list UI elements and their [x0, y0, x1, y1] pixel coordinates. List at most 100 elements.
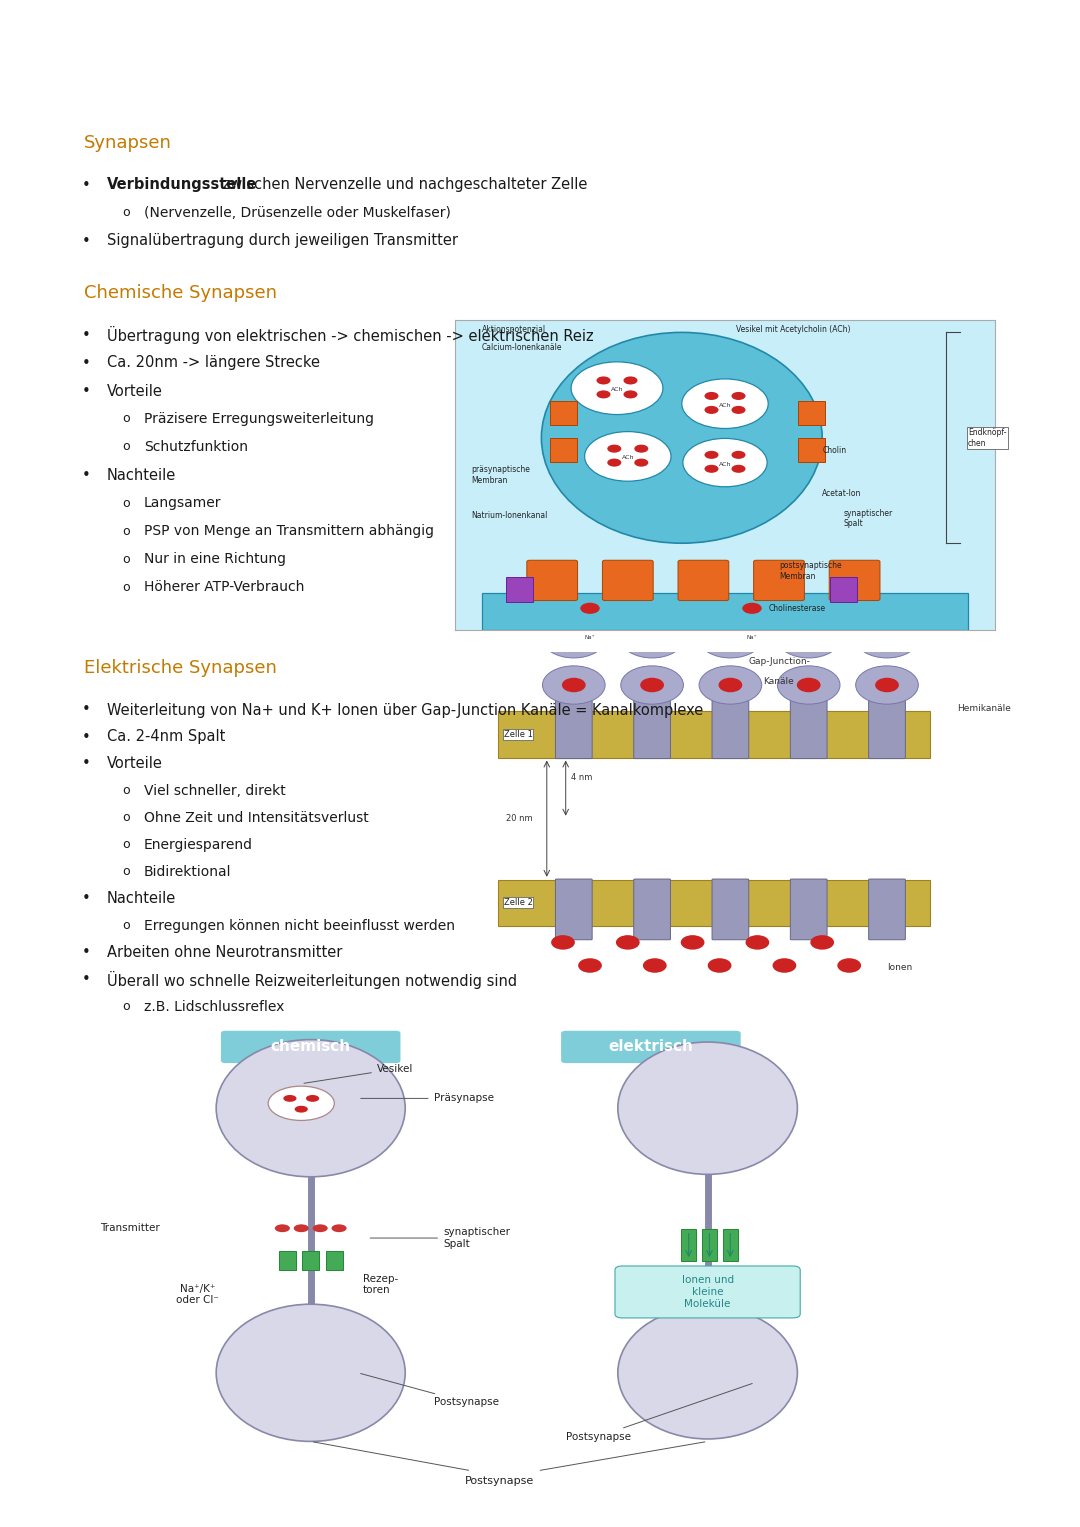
Text: Verbindungsstelle: Verbindungsstelle — [107, 177, 257, 192]
Text: Synapsen: Synapsen — [84, 134, 172, 151]
Text: •: • — [82, 730, 91, 745]
Text: elektrisch: elektrisch — [608, 1040, 693, 1055]
Text: Bidirektional: Bidirektional — [144, 864, 231, 880]
Circle shape — [623, 377, 637, 385]
Text: Nur in eine Richtung: Nur in eine Richtung — [144, 551, 286, 567]
Text: o: o — [122, 206, 130, 220]
Circle shape — [797, 632, 821, 646]
Text: Vesikel mit Acetylcholin (ACh): Vesikel mit Acetylcholin (ACh) — [735, 325, 850, 334]
FancyBboxPatch shape — [868, 698, 905, 759]
FancyBboxPatch shape — [221, 1031, 401, 1063]
Circle shape — [295, 1106, 308, 1113]
Text: Ionen: Ionen — [887, 964, 913, 973]
Text: Calcium-Ionenkanäle: Calcium-Ionenkanäle — [482, 344, 563, 353]
Ellipse shape — [618, 1307, 797, 1438]
Text: ACh: ACh — [611, 388, 623, 392]
Circle shape — [306, 1095, 320, 1102]
Circle shape — [837, 959, 861, 973]
Circle shape — [562, 678, 585, 692]
FancyBboxPatch shape — [634, 880, 671, 939]
Text: o: o — [122, 838, 130, 852]
Text: Präzisere Erregungsweiterleitung: Präzisere Erregungsweiterleitung — [144, 412, 374, 426]
Circle shape — [312, 1225, 327, 1232]
Circle shape — [640, 678, 664, 692]
Text: Präsynapse: Präsynapse — [361, 1093, 494, 1104]
FancyBboxPatch shape — [507, 577, 534, 602]
Text: Na⁺/K⁺
oder Cl⁻: Na⁺/K⁺ oder Cl⁻ — [176, 1284, 219, 1306]
Text: Cholinesterase: Cholinesterase — [768, 603, 825, 612]
Circle shape — [332, 1225, 347, 1232]
Text: o: o — [122, 1000, 130, 1014]
FancyBboxPatch shape — [634, 698, 671, 759]
Text: Ca. 2-4nm Spalt: Ca. 2-4nm Spalt — [107, 730, 226, 745]
Circle shape — [681, 379, 768, 429]
FancyBboxPatch shape — [550, 402, 577, 425]
Text: Übertragung von elektrischen -> chemischen -> elektrischen Reiz: Übertragung von elektrischen -> chemisch… — [107, 325, 594, 344]
Circle shape — [810, 935, 834, 950]
Ellipse shape — [216, 1304, 405, 1441]
Circle shape — [571, 362, 663, 414]
Text: (Nervenzelle, Drüsenzelle oder Muskelfaser): (Nervenzelle, Drüsenzelle oder Muskelfas… — [144, 206, 450, 220]
Circle shape — [283, 1095, 297, 1102]
Text: Na⁺: Na⁺ — [746, 635, 757, 640]
Circle shape — [778, 666, 840, 704]
FancyBboxPatch shape — [555, 880, 592, 939]
Text: •: • — [82, 467, 91, 483]
Text: Rezep-
toren: Rezep- toren — [363, 1274, 397, 1295]
FancyBboxPatch shape — [279, 1251, 296, 1270]
Circle shape — [731, 406, 745, 414]
Text: Hemikanäle: Hemikanäle — [957, 704, 1011, 713]
Text: ACh: ACh — [719, 403, 731, 408]
FancyBboxPatch shape — [868, 880, 905, 939]
Text: •: • — [82, 892, 91, 907]
Text: Postsynapse: Postsynapse — [566, 1383, 753, 1441]
Circle shape — [643, 959, 666, 973]
Text: Signalübertragung durch jeweiligen Transmitter: Signalübertragung durch jeweiligen Trans… — [107, 234, 458, 249]
Circle shape — [797, 678, 821, 692]
Circle shape — [596, 377, 610, 385]
Text: ACh: ACh — [622, 455, 634, 461]
Circle shape — [718, 632, 742, 646]
Text: Natrium-Ionenkanal: Natrium-Ionenkanal — [471, 512, 548, 519]
FancyBboxPatch shape — [798, 438, 825, 463]
Text: •: • — [82, 945, 91, 960]
Text: Überall wo schnelle Reizweiterleitungen notwendig sind: Überall wo schnelle Reizweiterleitungen … — [107, 971, 517, 989]
Text: •: • — [82, 356, 91, 371]
Text: Chemische Synapsen: Chemische Synapsen — [84, 284, 276, 302]
FancyBboxPatch shape — [326, 1251, 342, 1270]
Text: Ohne Zeit und Intensitätsverlust: Ohne Zeit und Intensitätsverlust — [144, 811, 368, 825]
FancyBboxPatch shape — [550, 438, 577, 463]
Text: o: o — [122, 785, 130, 797]
Circle shape — [621, 666, 684, 704]
Circle shape — [718, 678, 742, 692]
Text: Na⁺: Na⁺ — [584, 635, 595, 640]
Text: Nachteile: Nachteile — [107, 467, 176, 483]
Circle shape — [616, 935, 639, 950]
Circle shape — [562, 632, 585, 646]
Text: o: o — [122, 580, 130, 594]
Circle shape — [742, 603, 761, 614]
Text: Langsamer: Langsamer — [144, 496, 221, 510]
Text: Zelle 1: Zelle 1 — [503, 730, 532, 739]
Text: •: • — [82, 383, 91, 399]
Text: •: • — [82, 756, 91, 771]
Text: o: o — [122, 524, 130, 538]
Circle shape — [731, 450, 745, 460]
Text: Postsynapse: Postsynapse — [465, 1475, 535, 1486]
Text: •: • — [82, 702, 91, 718]
Text: •: • — [82, 234, 91, 249]
FancyBboxPatch shape — [562, 1031, 741, 1063]
Circle shape — [778, 620, 840, 658]
FancyBboxPatch shape — [678, 560, 729, 600]
Text: Endknöpf-
chen: Endknöpf- chen — [968, 428, 1007, 447]
Text: Höherer ATP-Verbrauch: Höherer ATP-Verbrauch — [144, 580, 305, 594]
Text: Schutzfunktion: Schutzfunktion — [144, 440, 248, 454]
Circle shape — [542, 666, 605, 704]
Text: Vorteile: Vorteile — [107, 756, 163, 771]
Circle shape — [596, 391, 610, 399]
Text: Arbeiten ohne Neurotransmitter: Arbeiten ohne Neurotransmitter — [107, 945, 342, 960]
Text: ACh: ACh — [719, 461, 731, 467]
Text: Transmitter: Transmitter — [99, 1223, 160, 1234]
Text: Acetat-Ion: Acetat-Ion — [822, 489, 862, 498]
Text: Weiterleitung von Na+ und K+ Ionen über Gap-Junction Kanäle = Kanalkomplexe: Weiterleitung von Na+ und K+ Ionen über … — [107, 702, 703, 718]
